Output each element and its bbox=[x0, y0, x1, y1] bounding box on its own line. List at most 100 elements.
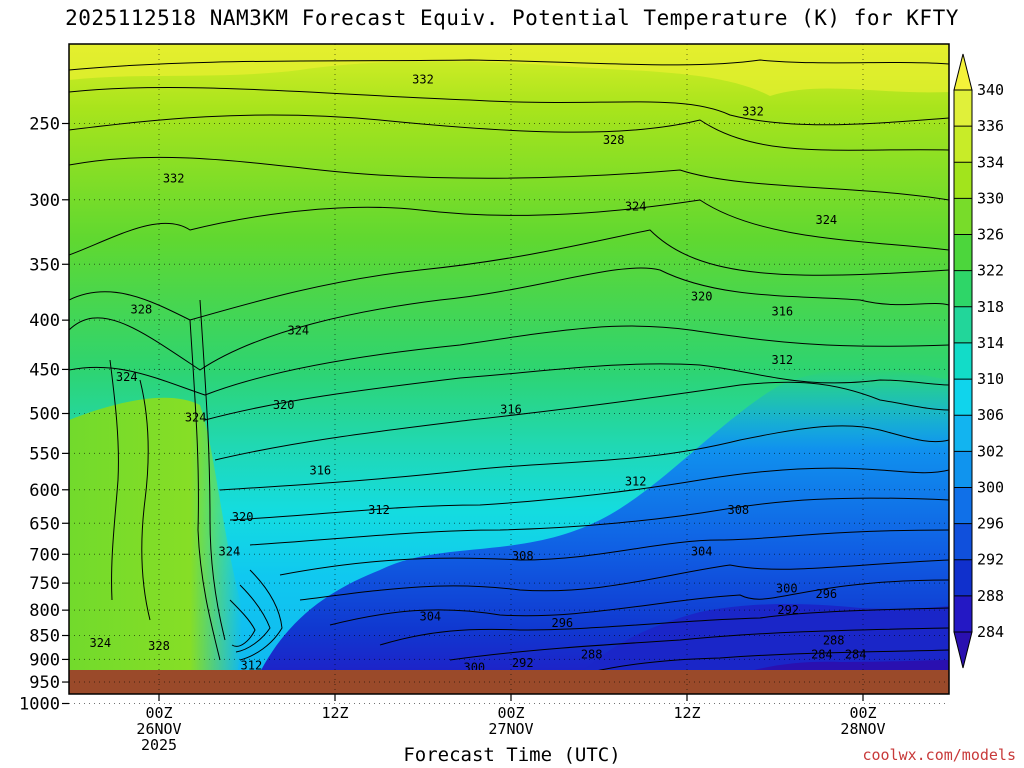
credit-text: coolwx.com/models bbox=[862, 746, 1016, 764]
contour-label-text: 284 bbox=[845, 648, 867, 662]
colorbar-segment bbox=[954, 523, 972, 561]
contour-label: 328 bbox=[148, 639, 170, 653]
colorbar-segment bbox=[954, 306, 972, 344]
x-tick-label: 26NOV bbox=[136, 720, 181, 738]
colorbar-segment bbox=[954, 198, 972, 236]
contour-label: 312 bbox=[241, 658, 263, 672]
contour-label: 324 bbox=[625, 200, 647, 214]
x-axis-title: Forecast Time (UTC) bbox=[403, 744, 621, 766]
contour-label: 304 bbox=[691, 544, 713, 558]
contour-lines bbox=[69, 59, 949, 694]
y-tick-label: 400 bbox=[29, 311, 60, 331]
contour-label-text: 312 bbox=[625, 474, 647, 488]
y-tick-label: 650 bbox=[29, 514, 60, 534]
contour-label: 284 bbox=[811, 648, 833, 662]
contour-label-text: 320 bbox=[691, 289, 713, 303]
contour-label: 312 bbox=[368, 503, 390, 517]
y-tick-label: 350 bbox=[29, 255, 60, 275]
contour-label: 324 bbox=[815, 213, 837, 227]
contour-label-text: 308 bbox=[512, 549, 534, 563]
colorbar-label: 300 bbox=[977, 478, 1004, 496]
x-tick-label: 12Z bbox=[321, 704, 348, 722]
colorbar-label: 296 bbox=[977, 515, 1004, 533]
y-tick-label: 600 bbox=[29, 481, 60, 501]
colorbar-label: 302 bbox=[977, 442, 1004, 460]
contour-label: 296 bbox=[815, 587, 837, 601]
colorbar-label: 322 bbox=[977, 262, 1004, 280]
colorbar-segment bbox=[954, 162, 972, 199]
contour-label-text: 308 bbox=[727, 503, 749, 517]
contour-label: 328 bbox=[131, 303, 153, 317]
contour-label-text: 332 bbox=[412, 72, 434, 86]
contour-label-text: 324 bbox=[116, 370, 138, 384]
contour-label: 336 bbox=[727, 33, 749, 47]
contour-label: 288 bbox=[581, 648, 603, 662]
contour-label-text: 336 bbox=[441, 23, 463, 37]
colorbar-label: 306 bbox=[977, 406, 1004, 424]
contour-label: 292 bbox=[777, 603, 799, 617]
contour-label: 304 bbox=[419, 609, 441, 623]
contour-label-text: 320 bbox=[232, 510, 254, 524]
contour-label: 308 bbox=[512, 549, 534, 563]
colorbar-label: 284 bbox=[977, 623, 1004, 641]
contour-label: 332 bbox=[412, 72, 434, 86]
colorbar-label: 334 bbox=[977, 153, 1004, 171]
y-tick-label: 900 bbox=[29, 650, 60, 670]
y-tick-label: 550 bbox=[29, 444, 60, 464]
colorbar-label: 340 bbox=[977, 81, 1004, 99]
contour-labels: 336 336 332 332 328 332 324 324 320 328 316 324 312 3… bbox=[89, 23, 867, 694]
contour-label-text: 332 bbox=[742, 105, 764, 119]
contour-label-text: 328 bbox=[131, 303, 153, 317]
contour-label: 300 bbox=[776, 582, 798, 596]
contour-label: 312 bbox=[625, 474, 647, 488]
contour-label-text: 284 bbox=[811, 648, 833, 662]
x-tick-label: 00Z bbox=[849, 704, 876, 722]
contour-label-text: 324 bbox=[89, 636, 111, 650]
contour-label: 308 bbox=[727, 503, 749, 517]
y-axis-ticks: 250 300 350 400 450 500 550 600 650 700 750 800 850 9… bbox=[19, 115, 69, 715]
colorbar-label: 336 bbox=[977, 117, 1004, 135]
contour-label-text: 324 bbox=[625, 200, 647, 214]
contour-label: 324 bbox=[185, 411, 207, 425]
y-tick-label: 500 bbox=[29, 405, 60, 425]
contour-label-text: 328 bbox=[603, 133, 625, 147]
colorbar-segment bbox=[954, 451, 972, 488]
contour-label: 284 bbox=[845, 648, 867, 662]
contour-label-text: 312 bbox=[241, 658, 263, 672]
contour-label: 288 bbox=[823, 633, 845, 647]
grid-lines bbox=[69, 44, 949, 704]
colorbar-label: 330 bbox=[977, 189, 1004, 207]
x-tick-label: 27NOV bbox=[488, 720, 533, 738]
contour-label-text: 304 bbox=[419, 609, 441, 623]
x-tick-label: 00Z bbox=[497, 704, 524, 722]
x-tick-label: 28NOV bbox=[840, 720, 885, 738]
contour-label-text: 312 bbox=[771, 353, 793, 367]
contour-label: 336 bbox=[441, 23, 463, 37]
x-tick-label: 12Z bbox=[673, 704, 700, 722]
contour-label: 324 bbox=[287, 323, 309, 337]
y-tick-label: 950 bbox=[29, 673, 60, 693]
y-tick-label: 1000 bbox=[19, 695, 60, 715]
contour-label-text: 292 bbox=[512, 656, 534, 670]
y-tick-label: 850 bbox=[29, 627, 60, 647]
colorbar-segment bbox=[954, 595, 972, 633]
contour-label-text: 336 bbox=[727, 33, 749, 47]
y-tick-label: 700 bbox=[29, 545, 60, 565]
contour-label: 312 bbox=[771, 353, 793, 367]
y-tick-label: 250 bbox=[29, 115, 60, 135]
contour-label: 324 bbox=[89, 636, 111, 650]
colorbar-segment bbox=[954, 126, 972, 163]
contour-label-text: 332 bbox=[163, 171, 185, 185]
x-tick-label: 00Z bbox=[145, 704, 172, 722]
y-tick-label: 300 bbox=[29, 191, 60, 211]
contour-label: 324 bbox=[219, 544, 241, 558]
contour-label: 328 bbox=[603, 133, 625, 147]
contour-label: 332 bbox=[742, 105, 764, 119]
colorbar-segment bbox=[954, 234, 972, 272]
colorbar-segment bbox=[954, 270, 972, 308]
colorbar-label: 292 bbox=[977, 551, 1004, 569]
contour-label-text: 300 bbox=[776, 582, 798, 596]
contour-label: 320 bbox=[273, 398, 295, 412]
